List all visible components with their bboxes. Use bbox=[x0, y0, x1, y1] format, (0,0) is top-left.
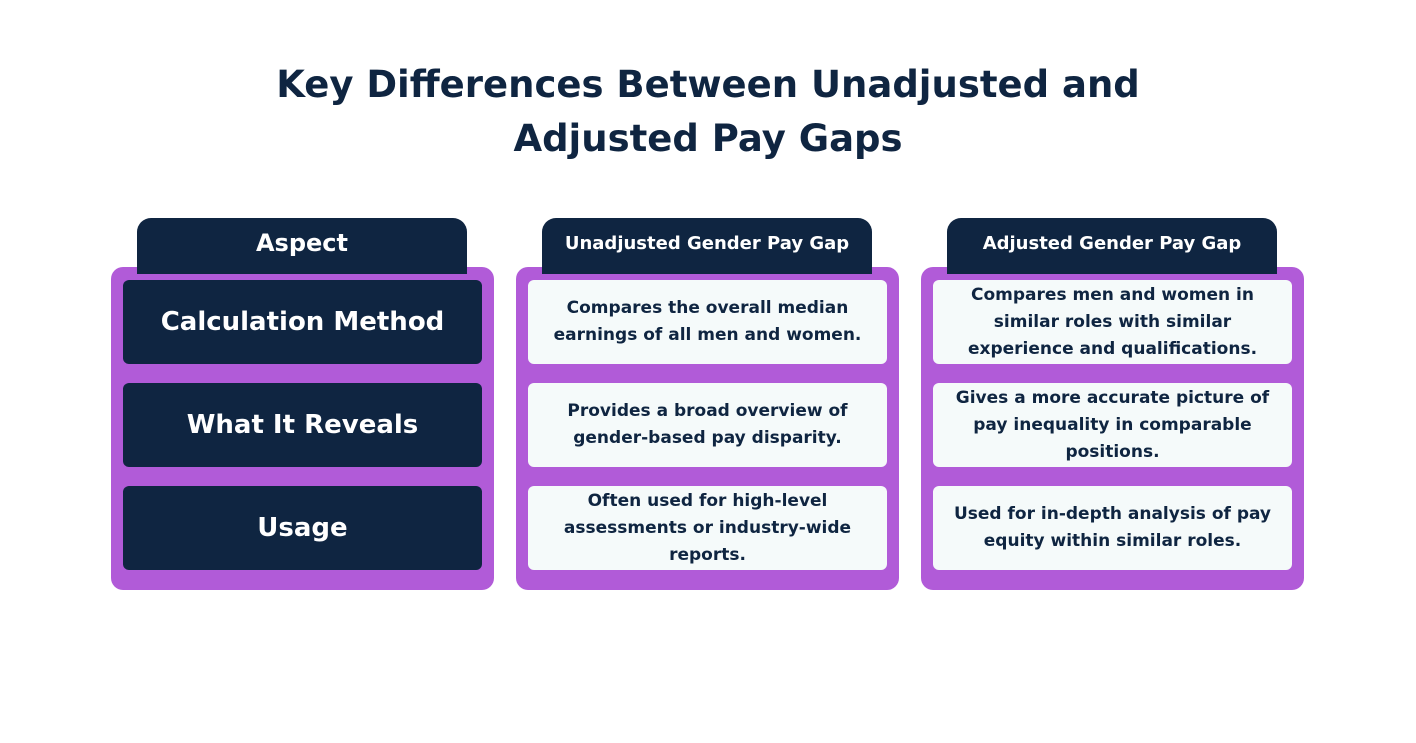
title-line-1: Key Differences Between Unadjusted and bbox=[276, 63, 1140, 106]
unadjusted-what-it-reveals-cell: Provides a broad overview of gender-base… bbox=[528, 383, 887, 467]
aspect-header: Aspect bbox=[137, 218, 467, 274]
adjusted-usage-cell: Used for in-depth analysis of pay equity… bbox=[933, 486, 1292, 570]
aspect-column: Calculation Method What It Reveals Usage… bbox=[111, 218, 494, 590]
unadjusted-usage-cell: Often used for high-level assessments or… bbox=[528, 486, 887, 570]
page-title: Key Differences Between Unadjusted and A… bbox=[0, 58, 1416, 166]
unadjusted-header: Unadjusted Gender Pay Gap bbox=[542, 218, 872, 274]
unadjusted-calculation-method-cell: Compares the overall median earnings of … bbox=[528, 280, 887, 364]
adjusted-column-panel: Compares men and women in similar roles … bbox=[921, 267, 1304, 590]
unadjusted-column-panel: Compares the overall median earnings of … bbox=[516, 267, 899, 590]
adjusted-column: Compares men and women in similar roles … bbox=[921, 218, 1304, 590]
title-line-2: Adjusted Pay Gaps bbox=[513, 117, 903, 160]
aspect-column-panel: Calculation Method What It Reveals Usage bbox=[111, 267, 494, 590]
adjusted-header: Adjusted Gender Pay Gap bbox=[947, 218, 1277, 274]
aspect-calculation-method: Calculation Method bbox=[123, 280, 482, 364]
unadjusted-column: Compares the overall median earnings of … bbox=[516, 218, 899, 590]
adjusted-calculation-method-cell: Compares men and women in similar roles … bbox=[933, 280, 1292, 364]
adjusted-what-it-reveals-cell: Gives a more accurate picture of pay ine… bbox=[933, 383, 1292, 467]
aspect-what-it-reveals: What It Reveals bbox=[123, 383, 482, 467]
aspect-usage: Usage bbox=[123, 486, 482, 570]
